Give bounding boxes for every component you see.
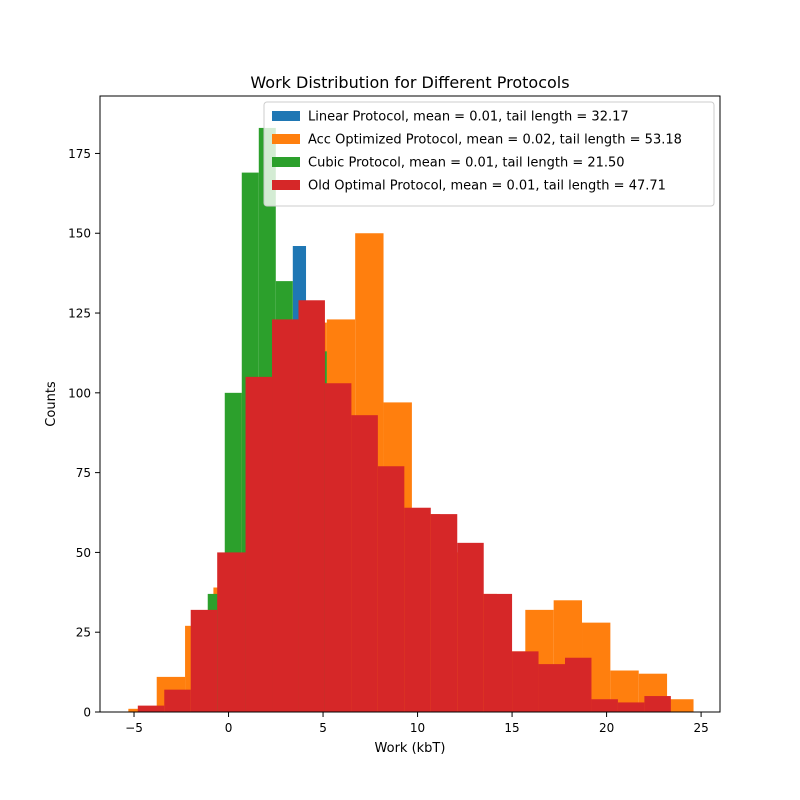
- bar-series-3-bin-12: [457, 542, 484, 712]
- y-tick-label: 75: [76, 466, 91, 480]
- y-axis-ticks: 0 25 50 75 100 125 150 175: [68, 147, 100, 720]
- chart-title: Work Distribution for Different Protocol…: [250, 73, 569, 92]
- bar-series-3-bin-2: [190, 609, 218, 712]
- x-tick-label: 15: [504, 721, 519, 735]
- bar-series-3-bin-17: [591, 699, 618, 712]
- legend-label-1: Acc Optimized Protocol, mean = 0.02, tai…: [308, 133, 682, 148]
- legend-label-3: Old Optimal Protocol, mean = 0.01, tail …: [308, 179, 666, 194]
- bar-series-3-bin-19: [644, 696, 671, 712]
- y-tick-label: 50: [76, 546, 91, 560]
- legend-swatch-0: [272, 111, 300, 121]
- legend-swatch-3: [272, 180, 300, 190]
- y-tick-label: 125: [68, 307, 91, 321]
- x-axis-label: Work (kbT): [375, 741, 446, 756]
- bar-series-3-bin-1: [164, 689, 191, 712]
- legend-label-2: Cubic Protocol, mean = 0.01, tail length…: [308, 156, 625, 171]
- x-tick-label: −5: [125, 721, 143, 735]
- legend-swatch-2: [272, 157, 300, 167]
- legend-swatch-1: [272, 134, 300, 144]
- legend: Linear Protocol, mean = 0.01, tail lengt…: [263, 101, 715, 207]
- bar-series-3-bin-7: [324, 383, 352, 712]
- bars-layer: [128, 127, 694, 713]
- y-tick-label: 175: [68, 147, 91, 161]
- bar-series-3-bin-10: [404, 507, 431, 712]
- bar-series-3-bin-18: [617, 702, 645, 712]
- legend-box: [263, 101, 715, 207]
- y-tick-label: 150: [68, 227, 91, 241]
- x-tick-label: 25: [693, 721, 708, 735]
- plot-frame: [99, 95, 721, 713]
- y-tick-label: 100: [68, 386, 91, 400]
- bar-series-3-bin-6: [298, 300, 325, 712]
- x-tick-label: 20: [599, 721, 614, 735]
- bar-series-3-bin-4: [245, 376, 273, 712]
- x-tick-label: 0: [225, 721, 233, 735]
- bar-series-3-bin-14: [512, 651, 539, 712]
- bar-series-3-bin-15: [538, 664, 565, 712]
- y-tick-label: 25: [76, 626, 91, 640]
- bar-series-3-bin-0: [137, 705, 165, 712]
- bar-series-3-bin-16: [565, 657, 592, 712]
- y-axis-label: Counts: [44, 381, 59, 427]
- bar-series-3-bin-8: [351, 415, 378, 712]
- bar-series-3-bin-13: [483, 593, 513, 712]
- x-tick-label: 5: [319, 721, 327, 735]
- bar-series-1-bin-19: [667, 699, 694, 712]
- bar-series-3-bin-5: [272, 319, 299, 712]
- y-tick-label: 0: [83, 706, 91, 720]
- bar-series-3-bin-3: [217, 552, 246, 712]
- bar-series-3-bin-11: [430, 514, 458, 712]
- bar-series-3-bin-9: [377, 466, 405, 712]
- x-axis-ticks: −5 0 5 10 15 20 25: [125, 712, 709, 735]
- legend-label-0: Linear Protocol, mean = 0.01, tail lengt…: [308, 110, 629, 125]
- x-tick-label: 10: [410, 721, 425, 735]
